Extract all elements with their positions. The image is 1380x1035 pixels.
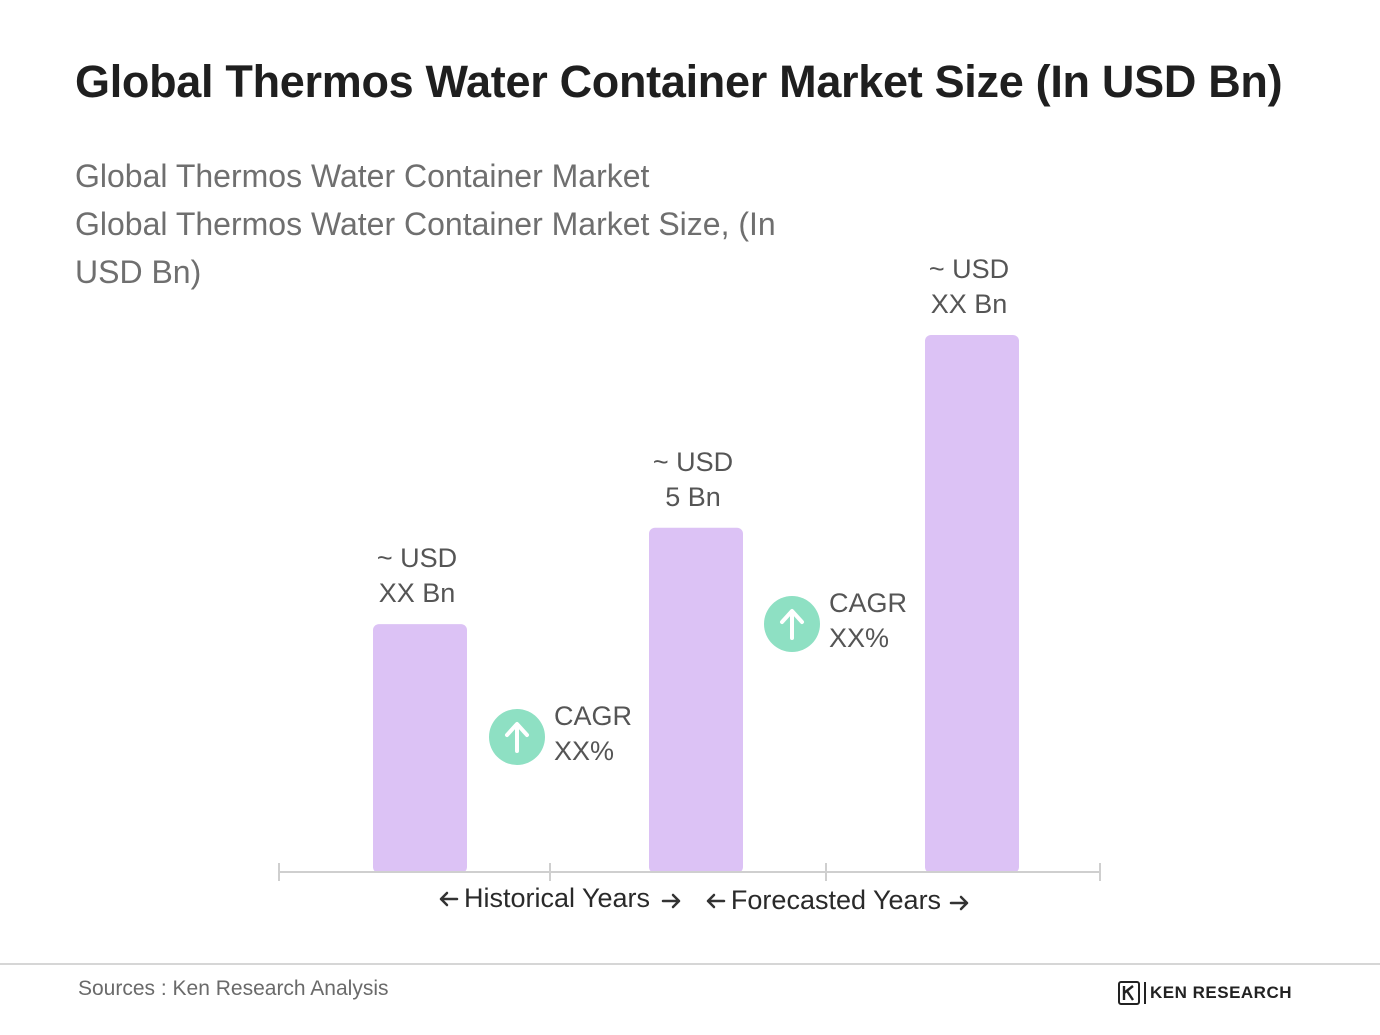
subtitle-line: Global Thermos Water Container Market Si… <box>75 206 776 242</box>
chart-subtitle: Global Thermos Water Container Market Gl… <box>75 152 835 296</box>
bar-value-label: XX Bn <box>379 578 456 608</box>
bar-value-label: ~ USD <box>929 254 1009 284</box>
brand-name: KEN RESEARCH <box>1150 983 1293 1002</box>
subtitle-line: USD Bn) <box>75 254 202 290</box>
arrow-left-icon <box>439 891 459 907</box>
bar <box>649 527 743 873</box>
bar <box>373 624 467 873</box>
footer-divider <box>0 963 1380 965</box>
cagr-label: XX% <box>829 623 889 653</box>
brand: KEN RESEARCH <box>1118 980 1292 1006</box>
arrow-left-icon <box>706 893 726 909</box>
bar-chart: ~ USD XX Bn ~ USD 5 Bn ~ USD XX Bn CAGR XX% CAGR… <box>278 254 1101 915</box>
bar-value-label: 5 Bn <box>665 482 721 512</box>
chart-title: Global Thermos Water Container Market Si… <box>75 56 1283 107</box>
subtitle-line: Global Thermos Water Container Market <box>75 158 650 194</box>
period-label: Historical Years <box>464 883 650 913</box>
bar-value-label: XX Bn <box>931 289 1008 319</box>
bar-value-label: ~ USD <box>377 543 457 573</box>
arrow-up-icon <box>505 722 529 753</box>
period-label: Forecasted Years <box>731 885 941 915</box>
cagr-label: CAGR <box>554 701 632 731</box>
cagr-label: CAGR <box>829 588 907 618</box>
arrow-right-icon <box>949 895 969 911</box>
bar-value-label: ~ USD <box>653 447 733 477</box>
ken-research-logo-icon <box>1118 981 1140 1005</box>
bar <box>925 335 1019 873</box>
arrow-right-icon <box>661 893 681 909</box>
brand-separator <box>1144 982 1146 1004</box>
arrow-up-icon <box>780 609 804 640</box>
source-note: Sources : Ken Research Analysis <box>78 977 389 1000</box>
cagr-label: XX% <box>554 736 614 766</box>
